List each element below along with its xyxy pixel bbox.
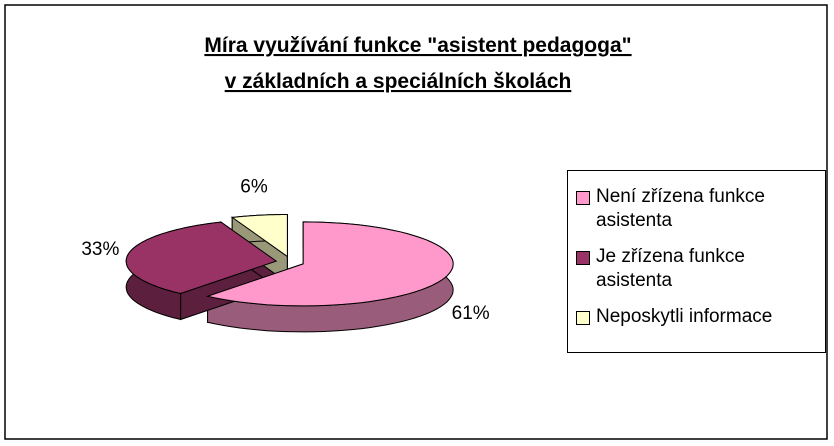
legend-swatch	[576, 191, 590, 205]
slice	[125, 221, 278, 295]
legend: Není zřízena funkce asistenta Je zřízena …	[567, 170, 826, 353]
chart-title: Míra využívání funkce "asistent pedagoga…	[204, 34, 631, 57]
data-label: 6%	[240, 176, 268, 197]
chart-title: v základních a speciálních školách	[225, 70, 572, 93]
legend-swatch	[576, 311, 590, 325]
legend-swatch	[576, 251, 590, 265]
legend-item: Neposkytli informace	[576, 305, 819, 329]
slice	[205, 221, 454, 307]
legend-label: Neposkytli informace	[596, 306, 773, 327]
data-label: 33%	[81, 239, 119, 260]
legend-label: Není zřízena funkce asistenta	[596, 186, 765, 231]
legend-label: Je zřízena funkce asistenta	[596, 246, 745, 291]
legend-item: Je zřízena funkce asistenta	[576, 245, 819, 293]
legend-item: Není zřízena funkce asistenta	[576, 185, 819, 233]
data-label: 61%	[452, 303, 490, 324]
slice	[230, 214, 288, 258]
pie	[125, 214, 454, 333]
